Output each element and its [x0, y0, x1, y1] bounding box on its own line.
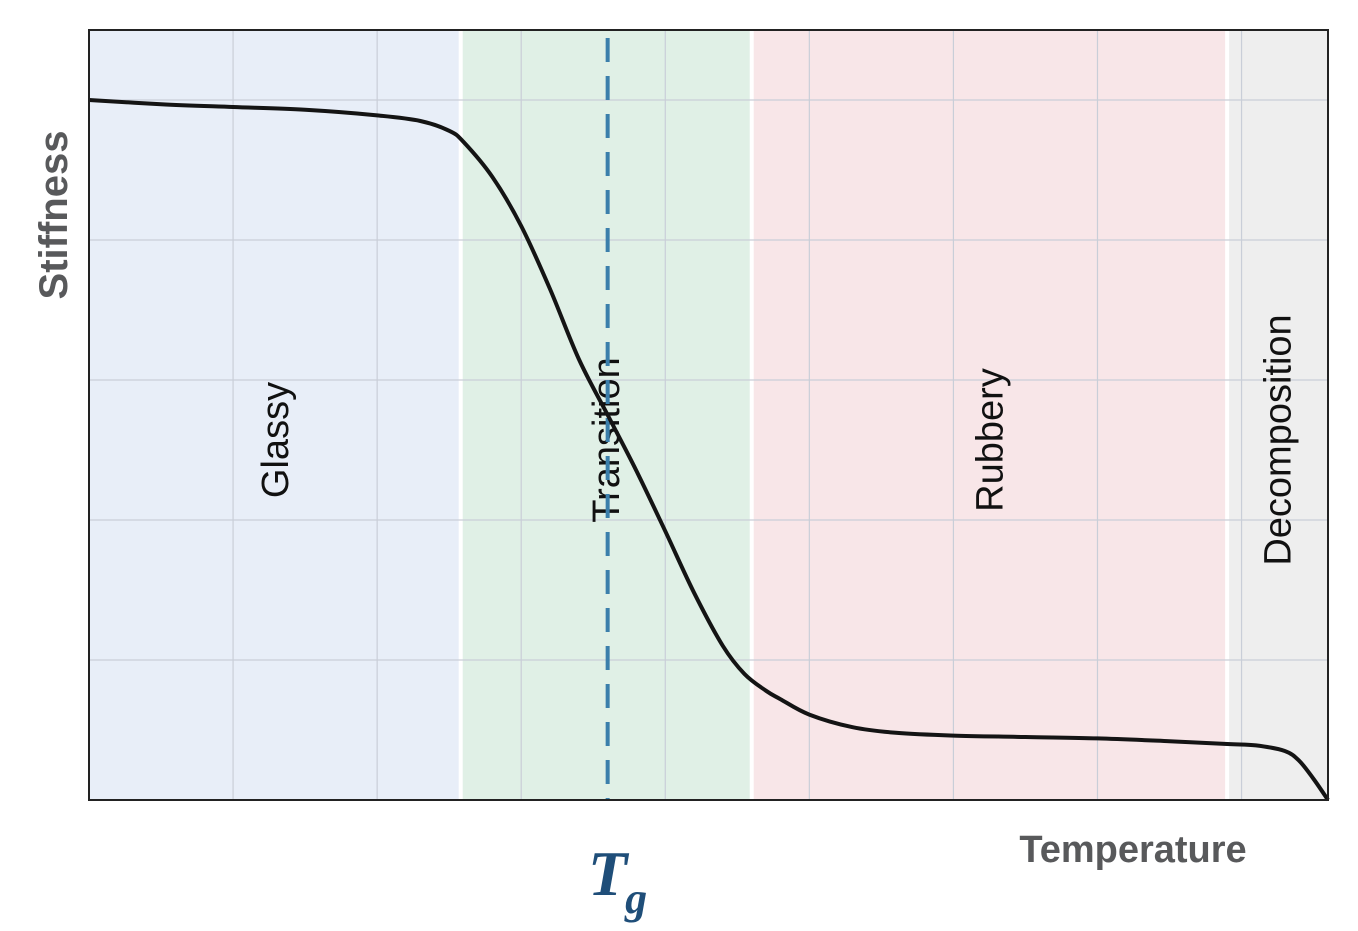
tg-label: Tg [588, 838, 647, 923]
series-line [88, 98, 1330, 802]
region-decomposition [1229, 30, 1328, 800]
region-label-decomposition: Decomposition [1258, 314, 1300, 565]
plot-frame [88, 29, 1329, 801]
region-label-rubbery: Rubbery [969, 368, 1011, 512]
tg-label-main: T [588, 838, 630, 909]
x-axis-label: Temperature [1019, 829, 1246, 871]
region-glassy [89, 30, 459, 800]
region-rubbery [753, 30, 1226, 800]
tg-label-subscript: g [624, 874, 647, 923]
region-label-glassy: Glassy [255, 382, 297, 498]
grid-layer [89, 30, 1328, 800]
y-axis-label: Stiffness [32, 131, 76, 300]
